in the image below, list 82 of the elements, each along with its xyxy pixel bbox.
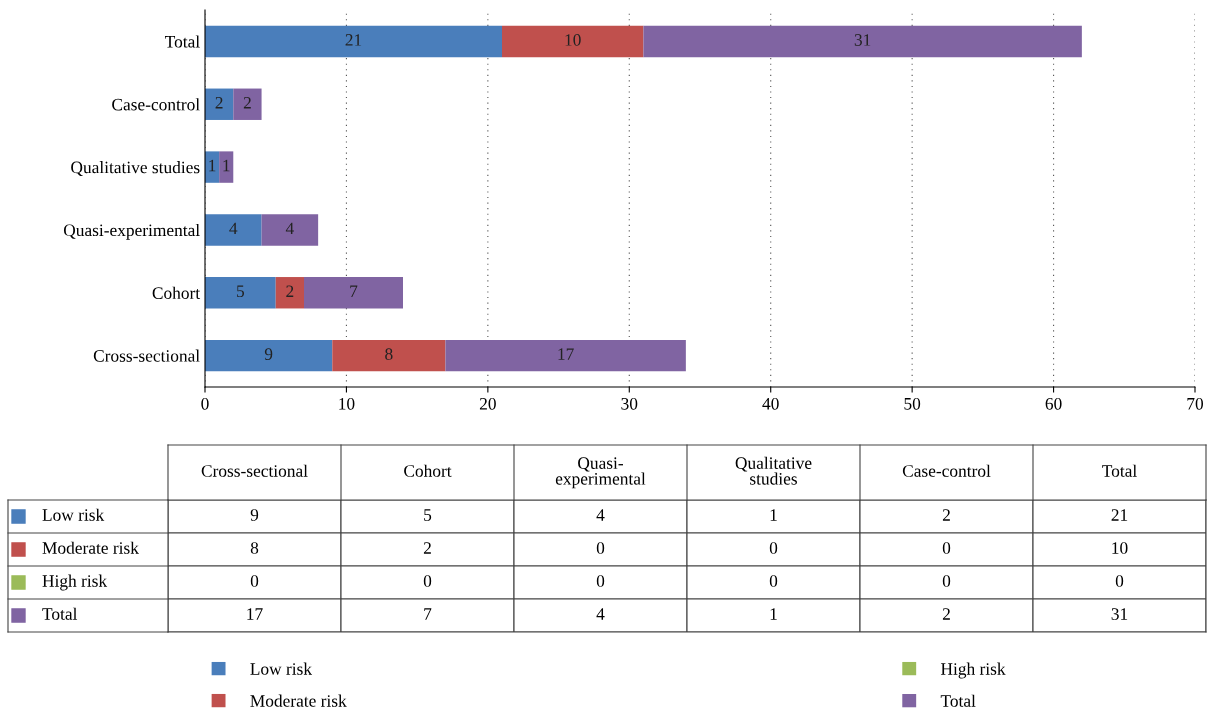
data-label: 0 (596, 542, 605, 554)
x-tick-label: 20 (479, 397, 496, 410)
y-tick-label: Moderate risk (42, 541, 139, 554)
bar (205, 277, 276, 309)
data-label: 2 (243, 96, 251, 109)
data-label: 21 (345, 34, 362, 46)
data-label: 10 (565, 34, 581, 46)
data-label: 2 (942, 509, 950, 521)
data-label: 0 (769, 575, 778, 587)
x-tick-label: Qualitative studies (735, 456, 812, 485)
x-tick-label: Case-control (902, 464, 991, 477)
bar (304, 277, 403, 309)
data-label: 31 (854, 34, 871, 46)
data-label: 0 (423, 575, 432, 587)
data-label: 0 (250, 575, 259, 587)
data-label: 0 (1115, 575, 1124, 587)
data-label: 7 (350, 285, 358, 297)
x-tick-label: Cross-sectional (201, 464, 308, 477)
data-label: 1 (223, 159, 230, 172)
y-tick-label: Cohort (152, 286, 201, 299)
data-label: 2 (215, 96, 223, 109)
bar (233, 88, 262, 120)
data-label: 5 (424, 509, 432, 521)
data-label: 4 (285, 222, 294, 235)
data-label: 2 (286, 285, 294, 297)
y-tick-label: Total (42, 607, 78, 620)
bar (332, 339, 446, 372)
bar (261, 214, 319, 246)
data-label: 21 (1111, 509, 1128, 521)
data-label: 7 (424, 608, 432, 620)
y-tick-label: Low risk (42, 508, 105, 521)
data-label: 2 (423, 542, 431, 554)
data-label: 8 (250, 542, 259, 554)
bar (275, 277, 304, 309)
data-label: 1 (209, 159, 216, 172)
y-tick-label: Cross-sectional (93, 349, 200, 362)
data-label: 9 (264, 348, 273, 360)
bar (445, 339, 686, 372)
x-tick-label: 30 (621, 397, 638, 410)
data-label: 10 (1112, 542, 1128, 554)
bar (205, 25, 502, 58)
bar (205, 339, 333, 372)
data-label: 4 (229, 222, 238, 235)
legend-label: Low risk (250, 662, 313, 675)
bar (205, 151, 220, 183)
bar (643, 25, 1082, 58)
x-tick-label: 10 (339, 397, 355, 410)
data-label: 1 (770, 608, 777, 620)
x-tick-label: 0 (201, 397, 209, 410)
y-tick-label: Case-control (112, 98, 200, 111)
x-tick-label: 50 (904, 397, 921, 410)
y-tick-label: High risk (42, 574, 108, 591)
data-label: 17 (558, 348, 574, 360)
data-label: 0 (942, 542, 951, 554)
bar (502, 25, 644, 58)
legend-label: Moderate risk (250, 694, 347, 707)
data-label: 4 (596, 608, 605, 620)
x-tick-label: Total (1102, 464, 1137, 477)
legend-label: Total (940, 694, 976, 707)
data-label: 5 (237, 285, 245, 298)
data-label: 4 (596, 509, 605, 521)
data-label: 0 (942, 575, 951, 587)
data-label: 9 (250, 509, 259, 521)
data-label: 1 (770, 509, 777, 521)
data-label: 17 (247, 608, 263, 620)
legend-label: High risk (940, 662, 1006, 679)
bar (219, 151, 234, 183)
y-tick-label: Total (165, 35, 200, 48)
data-label: 0 (596, 575, 605, 587)
bar (205, 214, 262, 246)
bar (205, 88, 234, 120)
data-label: 31 (1111, 608, 1128, 620)
data-label: 8 (385, 348, 393, 360)
y-tick-label: Quasi-experimental (63, 223, 200, 240)
data-label: 2 (942, 608, 950, 620)
x-tick-label: 40 (762, 397, 779, 410)
y-tick-label: Qualitative studies (71, 161, 200, 176)
data-label: 0 (769, 542, 778, 554)
x-tick-label: Cohort (404, 464, 452, 477)
x-tick-label: 70 (1187, 397, 1204, 410)
x-tick-label: Quasi-experimental (555, 457, 646, 489)
x-tick-label: 60 (1045, 397, 1062, 410)
